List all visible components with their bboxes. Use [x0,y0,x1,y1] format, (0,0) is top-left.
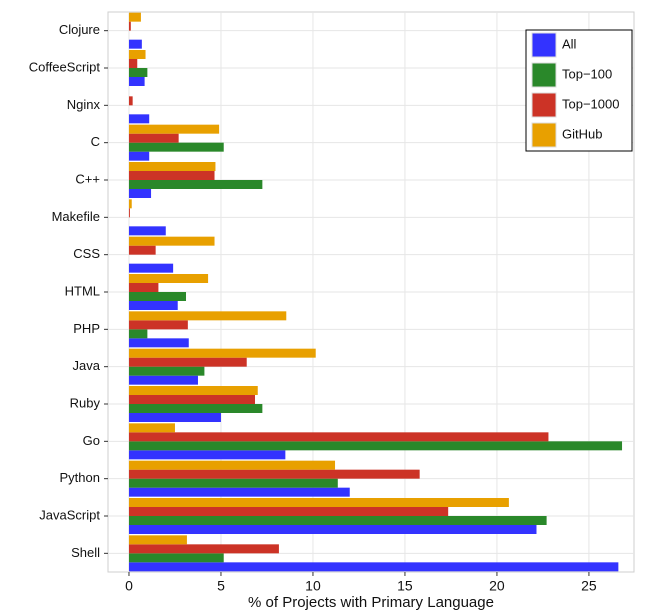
bar [128,329,148,339]
bar [128,133,179,143]
y-tick-label: JavaScript [39,507,100,522]
bar [128,21,131,31]
bar [128,162,216,171]
legend-key [531,62,557,88]
bar [128,189,152,198]
x-tick-label: 5 [217,578,225,594]
bar [128,386,258,395]
legend-label: Top−100 [562,66,612,81]
y-tick-label: Ruby [70,395,101,410]
bar [128,516,547,525]
bar [128,535,187,545]
x-tick-label: 25 [581,578,597,594]
bar [128,245,156,255]
y-tick-label: Clojure [59,22,100,37]
x-tick-label: 0 [125,578,133,594]
bar [128,114,150,124]
bar [128,320,188,330]
bar [128,236,215,246]
bar [128,525,537,534]
bar [128,301,178,310]
bar [128,375,198,385]
bar [128,77,145,86]
y-tick-label: PHP [73,321,100,336]
y-tick-label: Java [73,358,101,373]
bar [128,283,159,292]
legend-key [531,32,557,58]
y-tick-label: HTML [65,283,100,298]
bar [128,478,338,488]
bar [128,348,316,358]
legend-key [531,122,557,148]
bar [128,357,247,367]
bar [128,395,256,404]
x-tick-label: 20 [489,578,505,594]
bar [128,544,279,554]
bar [128,39,142,49]
x-tick-label: 10 [305,578,321,594]
bar [128,460,336,470]
bar [128,366,205,376]
y-tick-label: C [91,134,100,149]
y-tick-label: Python [60,470,100,485]
bar [128,404,263,413]
bar [128,441,623,451]
y-tick-label: CoffeeScript [29,59,101,74]
y-tick-label: C++ [75,171,100,186]
bar [128,180,263,189]
bar [128,171,215,180]
bar [128,432,549,442]
bar [128,50,146,59]
bar [128,292,187,301]
bar [128,423,175,433]
bar [128,311,287,321]
bar [128,96,133,106]
bar [128,12,141,22]
bar [128,59,138,68]
bar [128,498,509,507]
legend-label: GitHub [562,126,602,141]
bar [128,208,130,218]
bar [128,142,224,152]
bar [128,507,449,516]
y-tick-label: Go [83,433,100,448]
bar [128,274,209,283]
y-tick-label: Nginx [67,97,101,112]
x-tick-label: 15 [397,578,413,594]
bar [128,553,224,563]
bar [128,263,174,273]
legend-label: All [562,36,577,51]
bar [128,68,148,77]
bar [128,151,150,161]
bar [128,226,166,236]
bar [128,450,286,460]
bar [128,487,350,497]
y-tick-label: Shell [71,545,100,560]
y-tick-label: CSS [73,246,100,261]
bar [128,469,420,479]
bar [128,413,221,422]
legend-label: Top−1000 [562,96,619,111]
bar [128,199,132,209]
bar [128,562,619,572]
legend-key [531,92,557,118]
y-tick-label: Makefile [52,209,100,224]
x-axis-title: % of Projects with Primary Language [248,594,494,611]
bar [128,124,220,134]
bar [128,338,189,348]
